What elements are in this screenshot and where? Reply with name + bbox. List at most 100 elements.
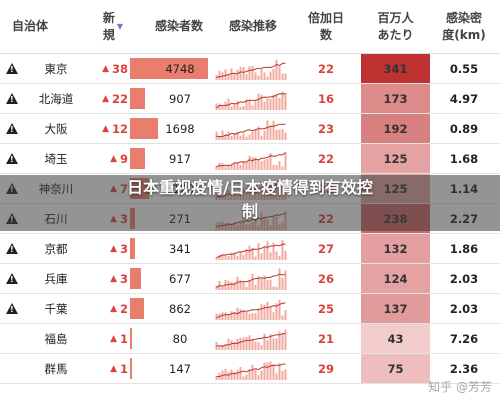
- infection-density: 1.86: [449, 241, 479, 256]
- header-density[interactable]: 感染密 度(km): [442, 10, 486, 42]
- case-bar: [130, 298, 145, 319]
- per-million-cell: 137: [361, 294, 430, 323]
- case-count: 147: [169, 361, 191, 376]
- case-bar: [130, 88, 145, 109]
- trend-sparkline: [215, 144, 287, 173]
- new-cases: ▲3: [92, 264, 128, 293]
- case-count: 1698: [165, 121, 195, 136]
- prefecture-name: 京都: [44, 241, 68, 256]
- trend-sparkline: [215, 234, 287, 263]
- doubling-days: 23: [317, 121, 334, 136]
- prefecture-name: 千葉: [44, 301, 68, 316]
- infection-density: 0.89: [449, 121, 479, 136]
- new-cases: ▲ 9: [92, 144, 128, 173]
- header-prefecture[interactable]: 自治体: [11, 19, 48, 33]
- new-cases-value: 9: [119, 151, 128, 166]
- new-cases: ▲ 22: [92, 84, 128, 113]
- infection-density: 7.26: [449, 331, 479, 346]
- table-row[interactable]: 千葉 ▲2 862 25 137 2.03: [0, 294, 500, 324]
- warning-icon: [3, 234, 21, 263]
- case-count: 4748: [165, 61, 195, 76]
- trend-sparkline: [215, 264, 287, 293]
- doubling-days: 21: [317, 331, 334, 346]
- overlay-title: 日本重视疫情/日本疫情得到有效控制: [127, 178, 373, 221]
- prefecture-name: 群馬: [44, 361, 68, 376]
- infection-density: 2.03: [449, 301, 479, 316]
- warning-icon: [3, 54, 21, 83]
- title-overlay-band: [0, 175, 500, 231]
- up-arrow-icon: ▲: [102, 123, 109, 134]
- infection-density: 2.36: [449, 361, 479, 376]
- new-cases: ▲3: [92, 234, 128, 263]
- trend-sparkline: [215, 294, 287, 323]
- doubling-days: 22: [317, 61, 334, 76]
- new-cases: ▲ 2: [92, 294, 128, 323]
- table-header: 自治体 新 規 ▼ 感染者数 感染推移 倍加日 数 百万人 あたり 感染密 度(k…: [0, 0, 500, 54]
- doubling-days: 26: [317, 271, 334, 286]
- prefecture-name: 東京: [44, 61, 68, 76]
- table-row[interactable]: 福島 ▲ 1 80 21 43 7.26: [0, 324, 500, 354]
- case-count: 677: [169, 271, 191, 286]
- up-arrow-icon: ▲: [110, 273, 117, 284]
- doubling-days: 27: [317, 241, 334, 256]
- new-cases-value: 12: [111, 121, 128, 136]
- header-new-cases[interactable]: 新 規 ▼: [102, 10, 124, 42]
- new-cases: ▲ 1: [92, 354, 128, 383]
- warning-icon: [3, 264, 21, 293]
- prefecture-name: 埼玉: [44, 151, 68, 166]
- prefecture-name: 福島: [44, 331, 68, 346]
- infection-density: 2.03: [449, 271, 479, 286]
- table-row[interactable]: 大阪 ▲12 1698 23 192 0.89: [0, 114, 500, 144]
- up-arrow-icon: ▲: [102, 93, 109, 104]
- table-row[interactable]: 京都 ▲3 341 27 132 1.86: [0, 234, 500, 264]
- doubling-days: 25: [317, 301, 334, 316]
- new-cases: ▲ 1: [92, 324, 128, 353]
- case-count: 862: [169, 301, 191, 316]
- trend-sparkline: [215, 84, 287, 113]
- trend-sparkline: [215, 324, 287, 353]
- trend-sparkline: [215, 114, 287, 143]
- up-arrow-icon: ▲: [110, 333, 117, 344]
- infection-density: 0.55: [449, 61, 479, 76]
- table-row[interactable]: 埼玉 ▲9 917 22 125 1.68: [0, 144, 500, 174]
- per-million-cell: 43: [361, 324, 430, 353]
- new-cases-value: 22: [111, 91, 128, 106]
- new-cases: ▲ 38: [92, 54, 128, 83]
- new-cases: ▲ 12: [92, 114, 128, 143]
- case-bar: [130, 238, 136, 259]
- infection-density: 4.97: [449, 91, 479, 106]
- watermark: 知乎 @芳芳: [428, 380, 492, 394]
- case-bar: [130, 58, 208, 79]
- new-cases-value: 1: [119, 331, 128, 346]
- warning-icon: [3, 84, 21, 113]
- doubling-days: 16: [317, 91, 334, 106]
- header-cases[interactable]: 感染者数: [154, 19, 203, 33]
- case-count: 341: [169, 241, 191, 256]
- new-cases-value: 3: [119, 241, 128, 256]
- prefecture-name: 兵庫: [44, 271, 68, 286]
- trend-sparkline: [215, 54, 287, 83]
- prefecture-name: 大阪: [44, 121, 68, 136]
- per-million-cell: 132: [361, 234, 430, 263]
- table-row[interactable]: 群馬 ▲ 1 147 29 75 2.36: [0, 354, 500, 384]
- per-million-cell: 125: [361, 144, 430, 173]
- per-million-cell: 341: [361, 54, 430, 83]
- warning-icon: [3, 294, 21, 323]
- per-million-cell: 173: [361, 84, 430, 113]
- table-row[interactable]: 兵庫 ▲3 677 26 124 2.03: [0, 264, 500, 294]
- case-count: 80: [172, 331, 188, 346]
- up-arrow-icon: ▲: [110, 363, 117, 374]
- header-doubling-days[interactable]: 倍加日 数: [307, 10, 344, 42]
- case-bar: [130, 328, 132, 349]
- doubling-days: 22: [317, 151, 334, 166]
- table-row[interactable]: 東京 ▲38 4748 22 341 0.55: [0, 54, 500, 84]
- header-per-million[interactable]: 百万人 あたり: [377, 10, 414, 42]
- case-count: 907: [169, 91, 191, 106]
- table-row[interactable]: 北海道 ▲22 907 16 173 4.97: [0, 84, 500, 114]
- up-arrow-icon: ▲: [110, 243, 117, 254]
- case-bar: [130, 148, 145, 169]
- case-count: 917: [169, 151, 191, 166]
- header-trend[interactable]: 感染推移: [228, 19, 277, 33]
- doubling-days: 29: [317, 361, 334, 376]
- per-million-cell: 75: [361, 354, 430, 383]
